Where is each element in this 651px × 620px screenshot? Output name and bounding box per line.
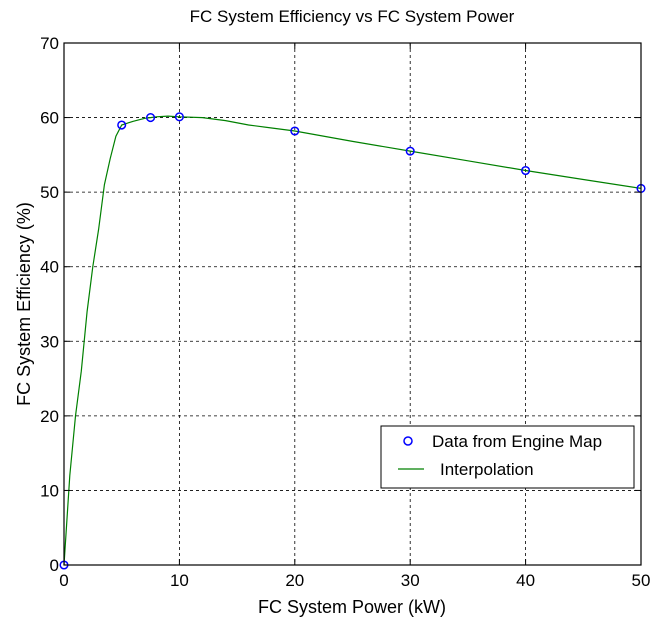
y-tick-label: 0 <box>50 556 59 575</box>
x-tick-label: 20 <box>285 571 304 590</box>
legend-marker-symbol <box>403 436 413 446</box>
x-axis-ticks: 0 10 20 30 40 50 <box>59 43 650 590</box>
y-tick-label: 10 <box>40 481 59 500</box>
data-point-marker <box>146 113 156 123</box>
y-axis-label: FC System Efficiency (%) <box>14 202 34 406</box>
legend-label-data: Data from Engine Map <box>432 432 602 451</box>
series-line-interpolation <box>63 115 642 566</box>
grid-lines <box>64 43 641 565</box>
data-markers-layer <box>59 112 646 570</box>
y-axis-ticks: 0 10 20 30 40 50 60 70 <box>40 34 641 575</box>
data-point-marker <box>521 165 531 176</box>
plot-frame <box>63 42 642 566</box>
y-tick-label: 50 <box>40 183 59 202</box>
x-tick-label: 40 <box>516 571 535 590</box>
data-point-marker <box>290 126 300 136</box>
data-point-marker <box>405 146 415 156</box>
data-point-marker <box>117 120 127 130</box>
legend-label-interpolation: Interpolation <box>440 460 534 479</box>
x-tick-label: 50 <box>632 571 651 590</box>
x-tick-label: 0 <box>59 571 68 590</box>
y-tick-label: 20 <box>40 407 59 426</box>
chart-title: FC System Efficiency vs FC System Power <box>190 7 515 26</box>
legend: Data from Engine Map Interpolation <box>380 425 635 489</box>
y-tick-label: 70 <box>40 34 59 53</box>
legend-box <box>380 425 635 489</box>
y-tick-label: 30 <box>40 332 59 351</box>
x-tick-label: 30 <box>401 571 420 590</box>
interpolation-layer <box>63 115 642 566</box>
y-tick-label: 60 <box>40 109 59 128</box>
data-point-marker <box>174 112 184 122</box>
y-tick-label: 40 <box>40 258 59 277</box>
x-tick-label: 10 <box>170 571 189 590</box>
x-axis-label: FC System Power (kW) <box>258 597 446 617</box>
